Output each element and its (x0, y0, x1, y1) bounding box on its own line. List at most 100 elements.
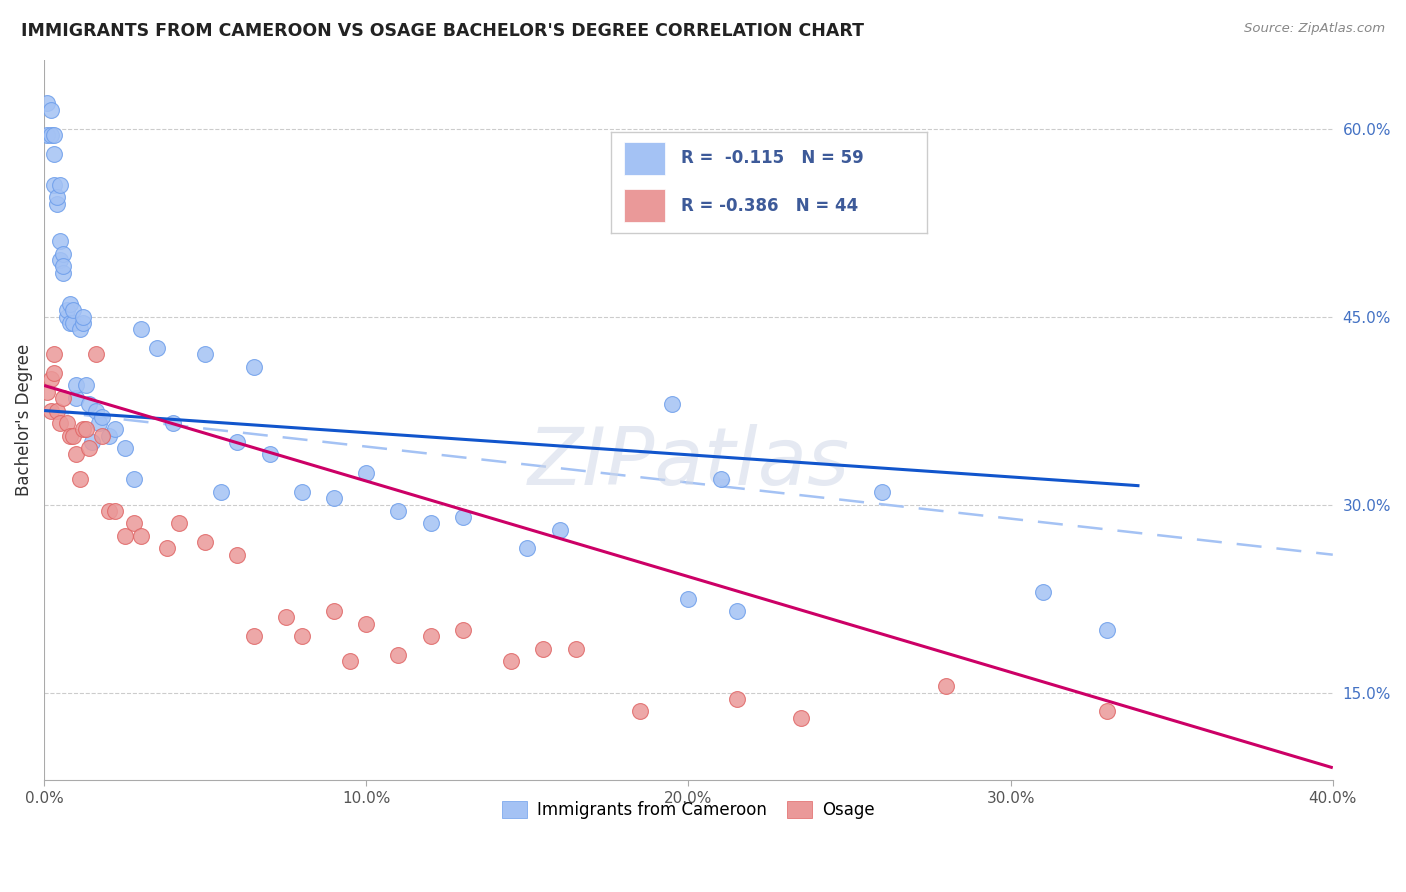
Point (710, 473, 733, 487)
Point (242, 359, 264, 374)
Y-axis label: Bachelor's Degree: Bachelor's Degree (15, 343, 32, 496)
Point (55, 310, 77, 324)
Text: ZIPatlas: ZIPatlas (527, 425, 849, 502)
Point (790, 711, 813, 725)
Point (49, 178, 72, 192)
Point (725, 691, 748, 706)
Point (42, 178, 65, 192)
Point (274, 610, 297, 624)
Point (323, 491, 346, 506)
Point (65, 447, 87, 461)
Point (114, 441, 136, 455)
Point (42, 128, 65, 142)
Point (194, 535, 217, 549)
Point (62, 303, 84, 318)
Point (46, 190, 69, 204)
Point (661, 397, 683, 411)
Point (52, 247, 75, 261)
Point (339, 654, 361, 668)
Point (226, 434, 249, 449)
Point (77, 441, 100, 455)
Text: IMMIGRANTS FROM CAMEROON VS OSAGE BACHELOR'S DEGREE CORRELATION CHART: IMMIGRANTS FROM CAMEROON VS OSAGE BACHEL… (21, 22, 865, 40)
Point (291, 629, 314, 643)
Point (226, 548, 249, 562)
Point (451, 623, 474, 637)
Point (194, 347, 217, 361)
Point (419, 629, 441, 643)
Point (1097, 623, 1119, 637)
Point (39, 403, 62, 417)
Point (75, 378, 97, 392)
Point (356, 616, 378, 631)
Point (72, 310, 94, 324)
Point (84, 403, 107, 417)
Point (155, 541, 177, 556)
Point (387, 504, 409, 518)
Point (516, 541, 538, 556)
Point (129, 322, 152, 336)
Point (52, 266, 75, 280)
Point (259, 447, 281, 461)
Point (725, 604, 748, 618)
Point (501, 654, 523, 668)
Point (39, 128, 62, 142)
Point (533, 641, 555, 656)
Point (69, 473, 91, 487)
Point (209, 485, 232, 500)
Point (1097, 704, 1119, 718)
Point (52, 260, 75, 274)
Point (242, 629, 264, 643)
Point (146, 341, 169, 355)
Point (62, 316, 84, 330)
Point (49, 416, 72, 430)
Point (678, 591, 700, 606)
Point (91, 409, 114, 424)
Point (42, 366, 65, 380)
Point (39, 103, 62, 117)
Point (65, 378, 87, 392)
Point (62, 428, 84, 442)
Point (162, 416, 184, 430)
Point (419, 516, 441, 531)
Point (356, 467, 378, 481)
Legend: Immigrants from Cameroon, Osage: Immigrants from Cameroon, Osage (495, 795, 882, 826)
Point (49, 253, 72, 268)
Point (52, 391, 75, 405)
Point (84, 347, 107, 361)
Point (46, 403, 69, 417)
Point (72, 422, 94, 436)
Point (65, 391, 87, 405)
Point (129, 529, 152, 543)
Point (46, 196, 69, 211)
Point (37, 96, 59, 111)
Point (387, 648, 409, 662)
Point (124, 516, 146, 531)
Point (97, 504, 120, 518)
Point (39, 372, 62, 386)
Point (97, 428, 120, 442)
Point (49, 235, 72, 249)
Point (69, 322, 91, 336)
Point (59, 316, 82, 330)
Point (55, 303, 77, 318)
Point (55, 416, 77, 430)
Point (75, 422, 97, 436)
Point (548, 523, 571, 537)
Point (323, 604, 346, 618)
Point (1032, 585, 1054, 599)
Point (628, 704, 651, 718)
Point (59, 428, 82, 442)
Point (91, 428, 114, 442)
Point (104, 422, 127, 436)
Point (42, 347, 65, 361)
Point (291, 485, 314, 500)
Point (37, 128, 59, 142)
Point (564, 641, 586, 656)
Point (87, 416, 110, 430)
Point (42, 146, 65, 161)
Point (169, 516, 191, 531)
Point (82, 434, 104, 449)
Point (104, 504, 127, 518)
Point (59, 297, 82, 311)
Text: Source: ZipAtlas.com: Source: ZipAtlas.com (1244, 22, 1385, 36)
